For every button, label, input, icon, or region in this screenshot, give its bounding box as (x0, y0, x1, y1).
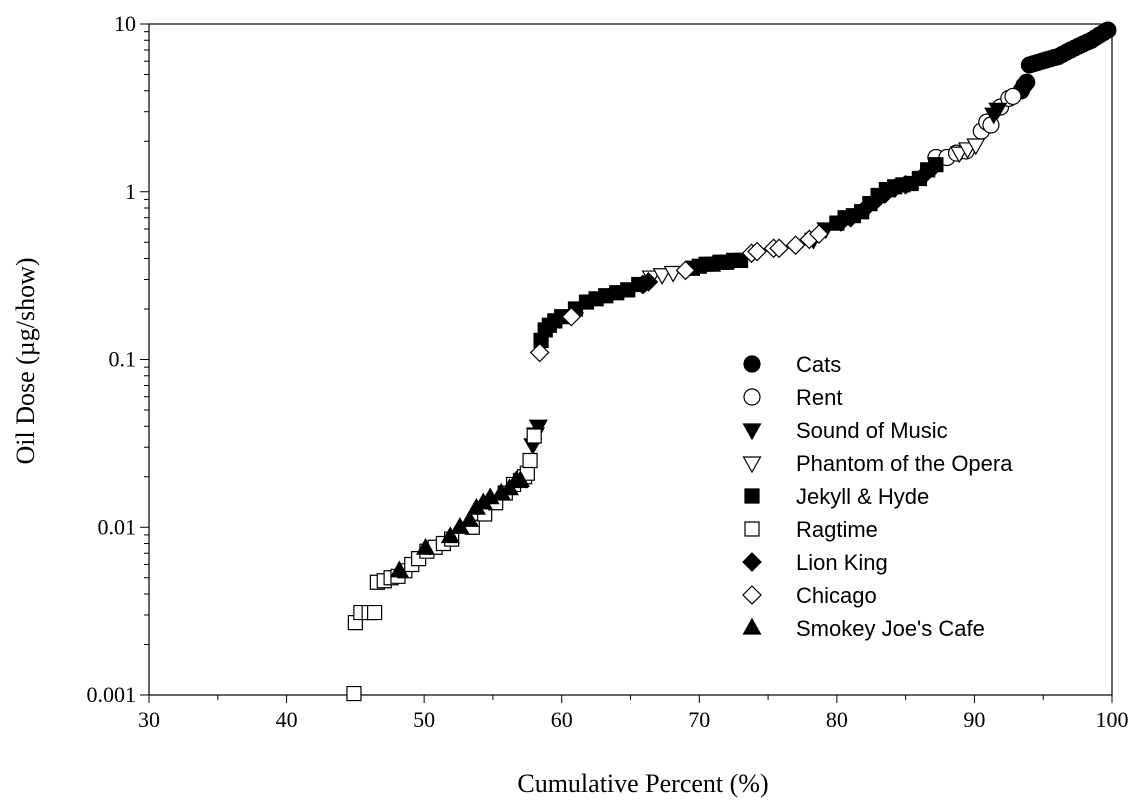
series-8 (389, 470, 530, 578)
legend-item: Smokey Joe's Cafe (742, 616, 985, 641)
data-point (499, 478, 519, 496)
y-tick-label: 0.01 (98, 514, 137, 539)
data-point (840, 207, 861, 228)
series-1 (927, 87, 1022, 167)
data-point (1018, 73, 1036, 91)
x-tick-label: 40 (276, 707, 298, 732)
series-4 (533, 157, 944, 348)
data-point (923, 157, 944, 178)
data-point (747, 241, 767, 262)
data-point (769, 238, 789, 259)
legend-label: Lion King (796, 550, 888, 575)
legend-label: Chicago (796, 583, 877, 608)
series-5 (346, 428, 542, 702)
legend-item: Lion King (742, 550, 888, 575)
plot-series (346, 21, 1117, 702)
y-tick-label: 10 (114, 11, 136, 36)
x-tick-label: 50 (413, 707, 435, 732)
data-point (785, 235, 806, 256)
data-point (561, 306, 582, 327)
x-tick-label: 100 (1096, 707, 1129, 732)
data-point (415, 537, 436, 555)
legend-marker (742, 617, 762, 635)
x-tick-label: 80 (826, 707, 848, 732)
data-point (529, 342, 550, 363)
y-axis-title: Oil Dose (µg/show) (11, 257, 40, 464)
legend-item: Sound of Music (742, 418, 948, 443)
data-point (460, 510, 480, 527)
legend-item: Rent (743, 385, 842, 410)
data-point (988, 102, 1008, 120)
y-tick-label: 0.001 (87, 682, 137, 707)
y-tick-label: 1 (125, 179, 136, 204)
legend-item: Phantom of the Opera (742, 451, 1013, 476)
data-point (1099, 21, 1117, 39)
data-point (522, 452, 538, 469)
data-point (675, 260, 696, 281)
legend-label: Rent (796, 385, 842, 410)
x-tick-label: 30 (138, 707, 160, 732)
y-tick-label: 0.1 (109, 347, 137, 372)
legend-label: Smokey Joe's Cafe (796, 616, 985, 641)
data-point (809, 224, 829, 244)
data-point (346, 685, 362, 702)
data-point (652, 268, 672, 285)
legend-marker (742, 552, 762, 572)
data-point (389, 560, 409, 578)
legend-marker (744, 488, 760, 504)
x-tick-label: 90 (963, 707, 985, 732)
legend-item: Cats (743, 352, 841, 377)
series-0 (1012, 21, 1117, 100)
legend-label: Ragtime (796, 517, 878, 542)
legend-marker (743, 355, 761, 373)
legend-marker (743, 388, 761, 406)
data-point (526, 428, 542, 444)
legend-marker (742, 585, 762, 605)
data-point (510, 470, 530, 488)
data-point (1004, 87, 1022, 106)
series-7 (529, 224, 829, 363)
x-tick-label: 60 (551, 707, 573, 732)
x-axis-title: Cumulative Percent (%) (517, 769, 768, 798)
data-point (966, 138, 986, 156)
legend-label: Cats (796, 352, 841, 377)
data-point (528, 419, 548, 437)
x-tick-label: 70 (688, 707, 710, 732)
legend-marker (744, 521, 760, 537)
data-point (638, 272, 659, 292)
legend: Cats Rent Sound of Music Phantom of the Ope… (742, 352, 1013, 641)
legend-marker (742, 423, 762, 441)
legend-label: Sound of Music (796, 418, 948, 443)
legend-marker (742, 456, 762, 474)
data-point (440, 526, 460, 544)
data-point (895, 174, 916, 195)
legend-item: Chicago (742, 583, 877, 608)
legend-label: Phantom of the Opera (796, 451, 1013, 476)
data-point (367, 604, 383, 621)
axes: 30 40 50 60 70 80 90 100 0.001 0.01 0.1 1 10 (87, 11, 1129, 732)
plot-frame (148, 23, 1113, 696)
legend-item: Ragtime (744, 517, 878, 542)
legend-label: Jekyll & Hyde (796, 484, 929, 509)
legend-item: Jekyll & Hyde (744, 484, 929, 509)
